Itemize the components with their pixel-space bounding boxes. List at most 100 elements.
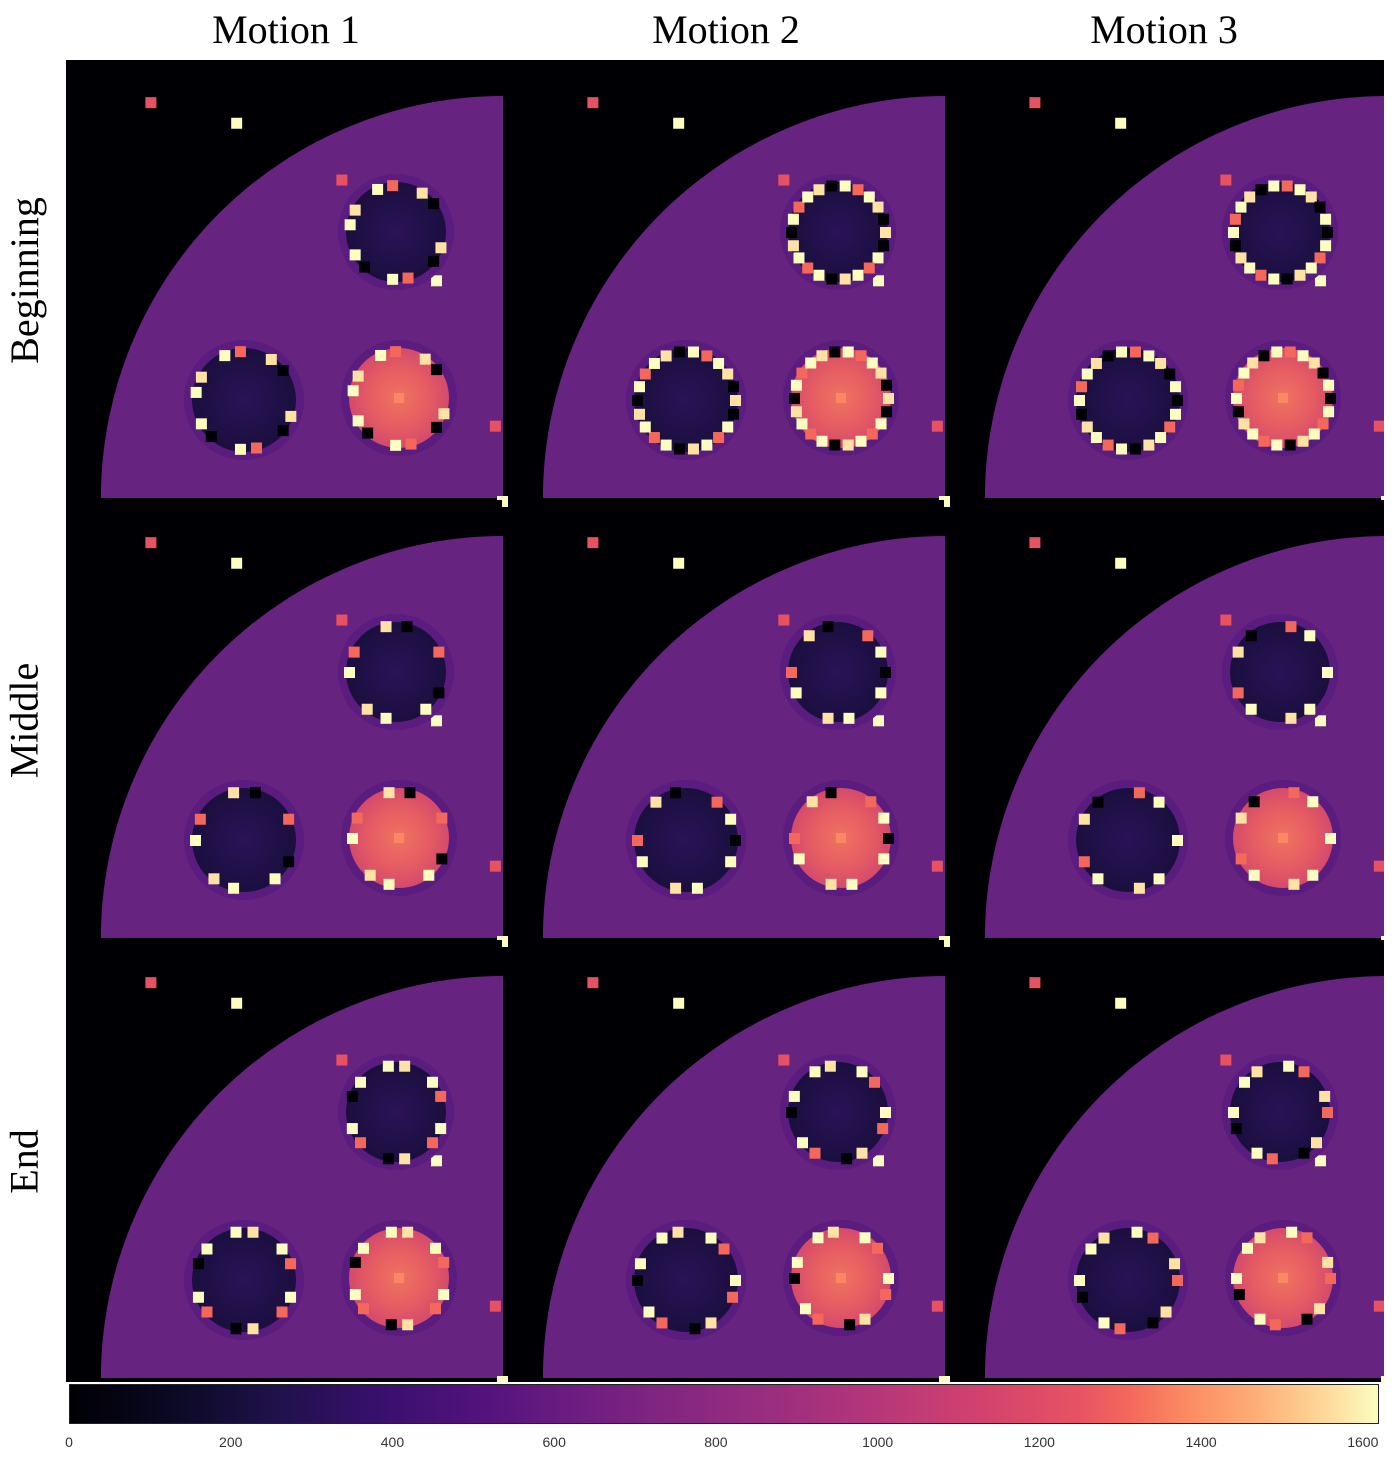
ring-artifact: [1301, 1313, 1313, 1325]
ring-artifact: [670, 787, 682, 799]
ring-artifact: [1322, 1107, 1333, 1118]
edge-artifact: [587, 97, 599, 109]
ring-artifact: [869, 1076, 881, 1088]
ring-artifact: [878, 213, 890, 225]
ring-artifact: [789, 833, 800, 844]
ring-artifact: [1283, 1060, 1295, 1072]
ring-artifact: [364, 869, 376, 881]
ring-artifact: [276, 1243, 288, 1255]
insert-dark-left: [192, 788, 296, 892]
insert-dark-left: [1076, 1228, 1180, 1332]
ring-artifact: [824, 1060, 836, 1072]
edge-artifact: [1115, 117, 1127, 129]
ring-artifact: [1074, 1275, 1085, 1286]
ring-artifact: [1160, 1306, 1172, 1318]
ring-artifact: [428, 255, 440, 267]
ring-artifact: [438, 1256, 450, 1268]
ring-artifact: [865, 796, 877, 808]
ring-artifact: [1254, 1313, 1266, 1325]
ring-artifact: [380, 621, 392, 633]
insert-center: [836, 1273, 846, 1283]
ring-artifact: [1143, 350, 1155, 362]
edge-artifact: [1314, 275, 1326, 287]
ring-artifact: [1235, 853, 1247, 865]
ring-artifact: [435, 1123, 447, 1135]
edge-artifact: [336, 174, 348, 186]
ring-artifact: [878, 812, 890, 824]
ring-artifact: [648, 357, 660, 369]
ring-artifact: [1098, 1232, 1110, 1244]
ring-artifact: [249, 787, 261, 799]
ring-artifact: [1147, 1232, 1159, 1244]
edge-artifact: [1029, 537, 1041, 549]
colorbar-tick-label: 1000: [862, 1434, 894, 1450]
ring-artifact: [385, 1319, 397, 1331]
ring-artifact: [247, 1226, 259, 1238]
ring-artifact: [633, 381, 645, 393]
ring-artifact: [875, 646, 887, 658]
ring-artifact: [346, 1123, 358, 1135]
ring-artifact: [632, 835, 643, 846]
ring-artifact: [866, 428, 878, 440]
ring-artifact: [812, 1313, 824, 1325]
colorbar: [69, 1384, 1379, 1424]
ring-artifact: [1245, 703, 1257, 715]
ring-artifact: [1133, 882, 1145, 894]
ring-artifact: [1322, 227, 1333, 238]
ring-artifact: [883, 1273, 894, 1284]
ring-artifact: [789, 393, 800, 404]
ring-artifact: [805, 428, 817, 440]
ring-artifact: [877, 1123, 889, 1135]
ring-artifact: [1284, 346, 1296, 358]
ring-artifact: [1268, 273, 1280, 285]
ring-artifact: [269, 873, 281, 885]
edge-artifact: [931, 420, 943, 432]
ring-artifact: [713, 357, 725, 369]
ring-artifact: [843, 712, 855, 724]
ring-artifact: [430, 1242, 442, 1254]
ring-artifact: [1232, 379, 1244, 391]
ring-artifact: [1305, 191, 1317, 203]
edge-artifact: [1029, 977, 1041, 989]
ring-artifact: [705, 1317, 717, 1329]
ring-artifact: [1164, 421, 1176, 433]
insert-center: [1278, 833, 1288, 843]
ring-artifact: [648, 432, 660, 444]
ring-artifact: [1271, 346, 1283, 358]
ring-artifact: [1102, 350, 1114, 362]
ring-artifact: [1244, 262, 1256, 274]
insert-dark-left: [634, 1228, 738, 1332]
ring-artifact: [687, 443, 699, 455]
ring-artifact: [1235, 812, 1247, 824]
ring-artifact: [1298, 1147, 1310, 1159]
image-grid: [66, 60, 1384, 1382]
ring-artifact: [839, 180, 851, 192]
ring-artifact: [1308, 357, 1320, 369]
ring-artifact: [361, 703, 373, 715]
ring-artifact: [1098, 1317, 1110, 1329]
ring-artifact: [1228, 1107, 1239, 1118]
ring-artifact: [1294, 184, 1306, 196]
ring-artifact: [283, 813, 295, 825]
edge-artifact: [939, 1376, 950, 1382]
ring-artifact: [205, 431, 217, 443]
ring-artifact: [416, 187, 428, 199]
ring-artifact: [863, 191, 875, 203]
insert-dark-top: [788, 1062, 888, 1162]
phantom-panel: [508, 60, 950, 507]
ring-artifact: [1304, 630, 1316, 642]
ring-artifact: [793, 201, 805, 213]
ring-artifact: [829, 346, 841, 358]
ring-artifact: [799, 1303, 811, 1315]
phantom-panel: [66, 60, 508, 507]
phantom-panel: [66, 500, 508, 947]
ring-artifact: [1170, 381, 1182, 393]
phantom-panel: [950, 940, 1384, 1382]
ring-artifact: [438, 1289, 450, 1301]
insert-center: [394, 393, 404, 403]
ring-artifact: [881, 406, 893, 418]
ring-artifact: [880, 667, 891, 678]
ring-artifact: [691, 882, 703, 894]
ring-artifact: [790, 379, 802, 391]
insert-dark-top: [346, 1062, 446, 1162]
